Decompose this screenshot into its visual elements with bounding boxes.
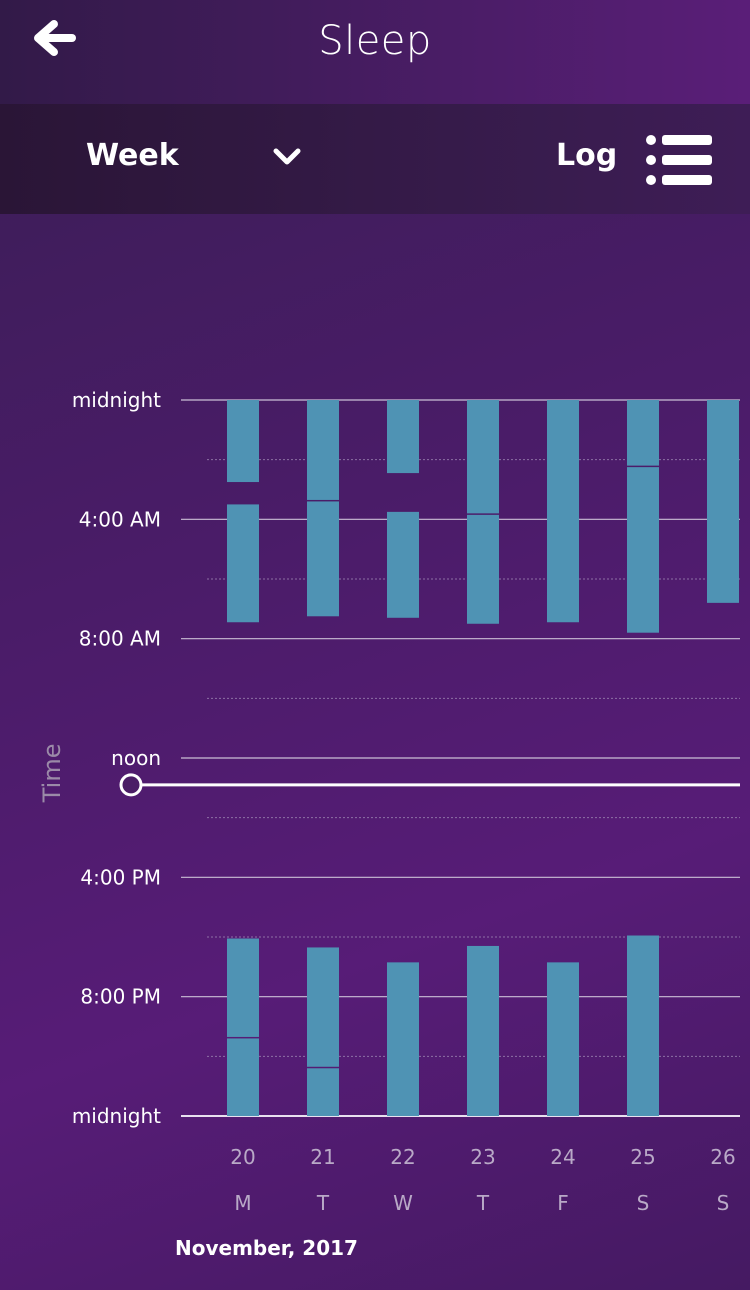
x-weekday-label: T [316,1191,330,1215]
sleep-bar[interactable] [307,400,339,500]
x-date-label: 26 [710,1145,735,1169]
page-title: Sleep [318,18,432,64]
sleep-bar[interactable] [227,938,259,1037]
toolbar: Week Log [0,104,750,214]
sleep-bar[interactable] [387,400,419,474]
sleep-bar[interactable] [467,514,499,624]
sleep-bar[interactable] [547,400,579,623]
log-button[interactable]: Log [556,138,618,173]
y-tick-label: noon [111,746,161,770]
sleep-bar[interactable] [227,1038,259,1116]
chevron-down-icon [273,148,301,165]
x-weekday-label: M [234,1191,251,1215]
back-button[interactable] [30,18,80,62]
sleep-bar[interactable] [627,400,659,466]
month-label: November, 2017 [175,1236,358,1260]
y-tick-label: 8:00 AM [79,627,161,651]
y-tick-label: 4:00 AM [79,507,161,531]
sleep-bar[interactable] [627,935,659,1116]
x-weekday-label: S [637,1191,650,1215]
y-tick-label: 8:00 PM [80,985,161,1009]
time-slider-handle[interactable] [119,773,143,797]
x-weekday-label: W [393,1191,413,1215]
sleep-bar[interactable] [307,947,339,1067]
x-weekday-label: F [557,1191,569,1215]
sleep-bar[interactable] [547,962,579,1116]
x-date-label: 25 [630,1145,655,1169]
list-icon[interactable] [644,132,714,188]
sleep-bar[interactable] [307,501,339,617]
x-date-label: 21 [310,1145,335,1169]
y-tick-label: 4:00 PM [80,865,161,889]
sleep-chart: midnight 4:00 AM 8:00 AM noon 4:00 PM 8:00 PM… [38,388,740,1215]
sleep-bar[interactable] [627,467,659,633]
sleep-bar[interactable] [307,1068,339,1116]
sleep-bar[interactable] [227,400,259,483]
sleep-bar[interactable] [227,504,259,623]
y-tick-label: midnight [72,1104,161,1128]
x-weekday-label: S [717,1191,730,1215]
y-tick-label: midnight [72,388,161,412]
x-weekday-label: T [476,1191,490,1215]
arrow-left-icon [34,20,76,56]
sleep-bar[interactable] [467,945,499,1116]
sleep-bar[interactable] [387,511,419,618]
y-axis-title: Time [38,744,66,804]
app-header: Sleep [0,0,750,104]
x-date-label: 22 [390,1145,415,1169]
x-date-label: 20 [230,1145,255,1169]
sleep-bar[interactable] [707,400,739,603]
sleep-bar[interactable] [467,400,499,514]
range-dropdown-label: Week [86,138,179,173]
x-date-label: 24 [550,1145,575,1169]
sleep-bar[interactable] [387,962,419,1116]
range-dropdown[interactable]: Week [86,134,316,186]
x-date-label: 23 [470,1145,495,1169]
